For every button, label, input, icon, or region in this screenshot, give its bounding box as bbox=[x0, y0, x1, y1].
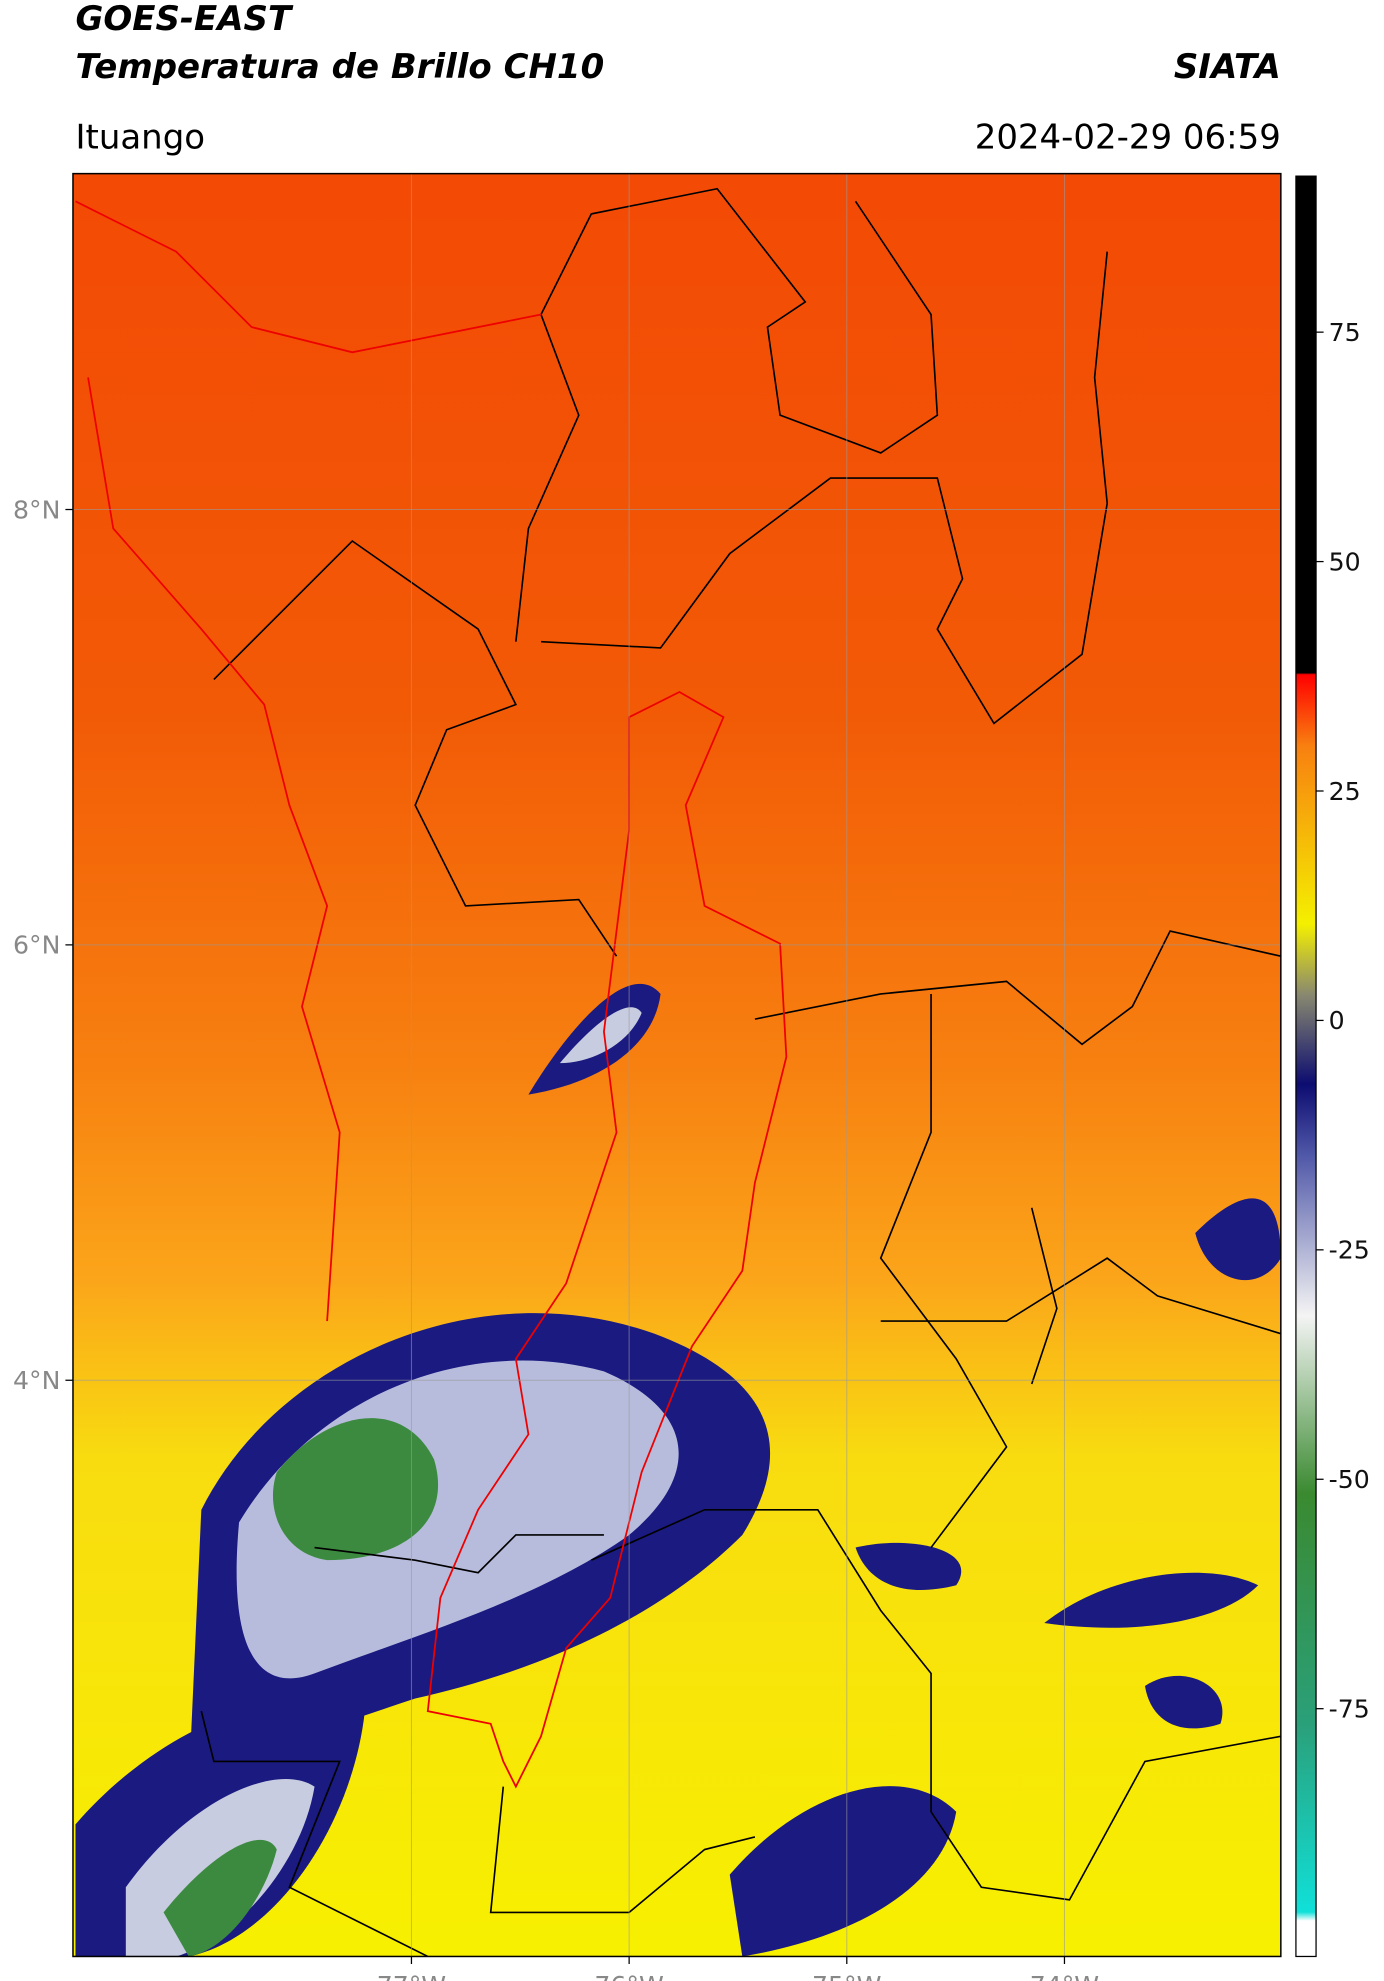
colorbar-tick-label: -75 bbox=[1329, 1694, 1370, 1723]
datetime: 2024-02-29 06:59 bbox=[975, 117, 1281, 157]
basin-outline bbox=[75, 200, 788, 1789]
lon-tick-label: 75°W bbox=[812, 1971, 882, 1981]
location: Ituango bbox=[75, 117, 205, 157]
lat-tick-label: 4°N bbox=[13, 1366, 60, 1395]
lat-tick-label: 8°N bbox=[13, 495, 60, 524]
lat-tick-label: 6°N bbox=[13, 931, 60, 960]
title: GOES-EAST bbox=[75, 0, 293, 39]
colorbar-tick-label: 50 bbox=[1329, 547, 1361, 576]
cloud-areas bbox=[75, 983, 1281, 1957]
colorbar-tick-label: -50 bbox=[1329, 1465, 1370, 1494]
source: SIATA bbox=[1174, 47, 1281, 87]
lon-tick-label: 77°W bbox=[377, 1971, 447, 1981]
colorbar-tick-label: -25 bbox=[1329, 1236, 1370, 1265]
colorbar-tick-label: 25 bbox=[1329, 777, 1361, 806]
colorbar bbox=[1295, 175, 1317, 1958]
colorbar-tick-label: 75 bbox=[1329, 318, 1361, 347]
lon-tick-label: 74°W bbox=[1030, 1971, 1100, 1981]
colorbar-tick-label: 0 bbox=[1329, 1006, 1345, 1035]
map-frame bbox=[72, 172, 1282, 1958]
colorbar-ticks: 75 50 25 0 -25 -50 -75 bbox=[1316, 318, 1370, 1723]
lon-tick-label: 76°W bbox=[594, 1971, 664, 1981]
graticule: 77°W 76°W 75°W 74°W 8°N 6°N 4°N bbox=[13, 173, 1281, 1981]
map-image bbox=[72, 173, 1281, 1957]
subtitle: Temperatura de Brillo CH10 bbox=[75, 47, 604, 87]
